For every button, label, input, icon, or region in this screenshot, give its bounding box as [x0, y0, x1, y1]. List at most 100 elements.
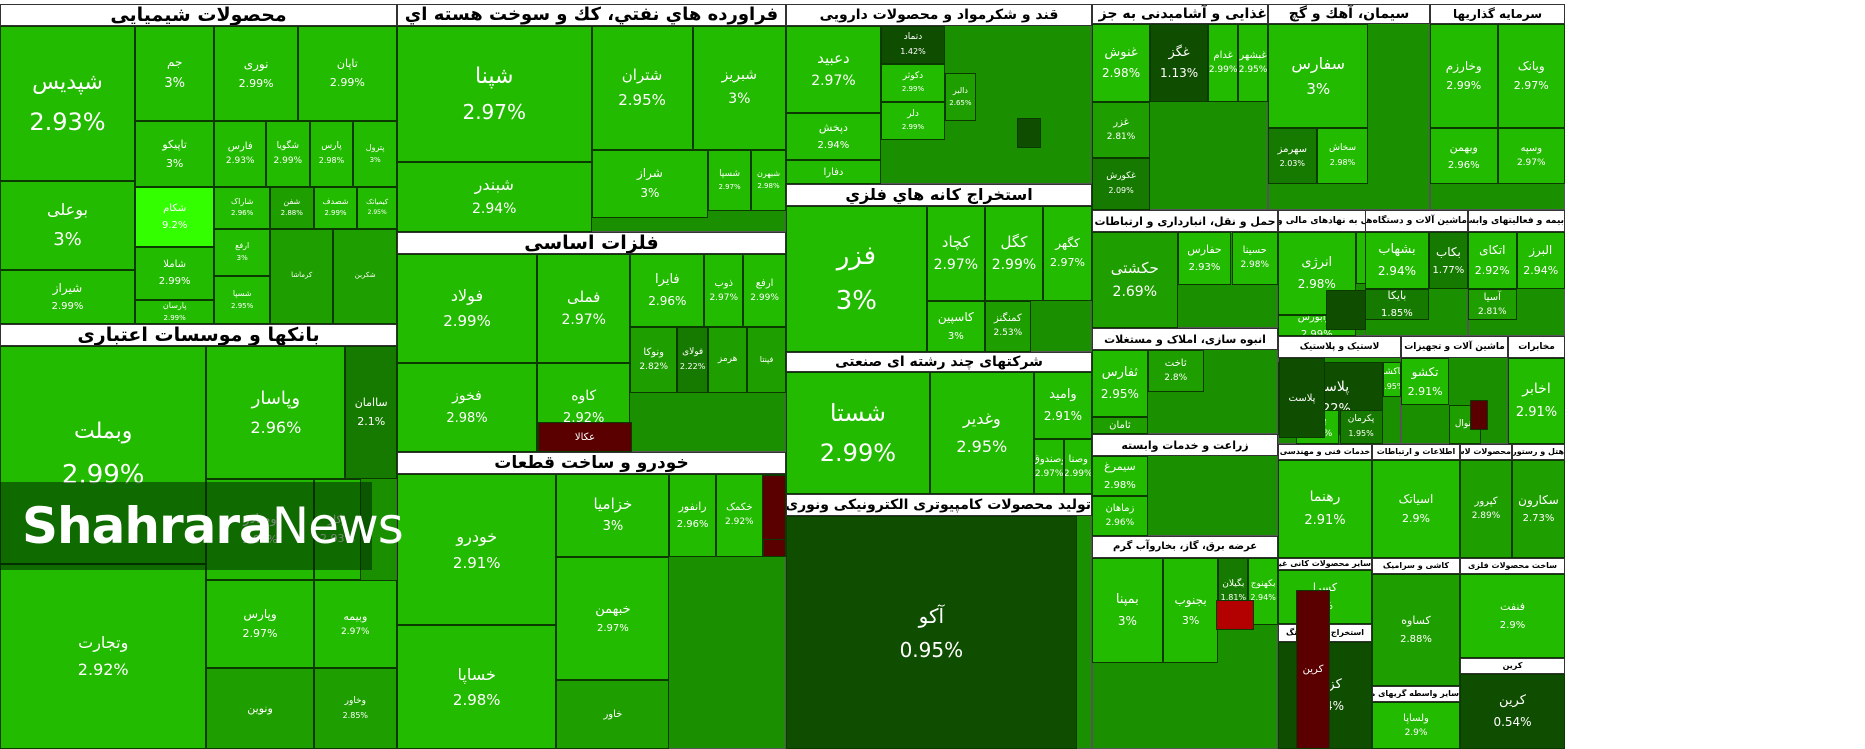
stock-tile[interactable]: پارسان 2.99%: [134, 300, 215, 324]
stock-tile[interactable]: وخاور 2.85%: [313, 668, 397, 749]
stock-tile[interactable]: غبشهر 2.95%: [1238, 24, 1268, 103]
stock-tile[interactable]: وسپه 2.97%: [1497, 128, 1565, 184]
stock-tile[interactable]: دلر 2.99%: [880, 101, 946, 140]
stock-tile[interactable]: فملی 2.97%: [537, 254, 631, 363]
stock-tile[interactable]: تکشو 2.91%: [1401, 358, 1450, 406]
stock-tile[interactable]: کرماشا: [269, 228, 334, 324]
stock-tile[interactable]: حکشتی 2.69%: [1092, 232, 1178, 328]
stock-tile[interactable]: حفارس 2.93%: [1177, 232, 1232, 285]
stock-tile[interactable]: فولای 2.22%: [677, 327, 709, 393]
stock-tile[interactable]: شگویا 2.99%: [265, 121, 310, 187]
stock-tile[interactable]: شپدیس 2.93%: [0, 26, 135, 181]
accent-tile[interactable]: [1216, 600, 1254, 630]
stock-tile[interactable]: وصندوق 2.97%: [1033, 439, 1065, 494]
stock-tile[interactable]: خساپا 2.98%: [397, 625, 557, 749]
stock-tile[interactable]: وبهمن 2.96%: [1430, 128, 1498, 184]
accent-tile[interactable]: پلاست: [1279, 358, 1325, 438]
stock-tile[interactable]: شاملا 2.99%: [134, 246, 215, 301]
stock-tile[interactable]: ارفع 3%: [214, 228, 270, 277]
stock-tile[interactable]: سخاش 2.98%: [1316, 128, 1369, 184]
stock-tile[interactable]: هرمز: [708, 327, 748, 393]
stock-tile[interactable]: خاور: [556, 680, 670, 749]
stock-tile[interactable]: ولساپا 2.9%: [1372, 702, 1460, 749]
stock-tile[interactable]: شپنا 2.97%: [397, 26, 592, 162]
stock-tile[interactable]: شسپا 2.95%: [214, 276, 270, 324]
stock-tile[interactable]: کرین 0.54%: [1460, 674, 1565, 749]
stock-tile[interactable]: کگهر 2.97%: [1043, 206, 1092, 301]
stock-tile[interactable]: کیمیاتک 2.95%: [357, 186, 397, 229]
accent-tile[interactable]: عکالا: [538, 422, 632, 452]
stock-tile[interactable]: شکام 9.2%: [134, 186, 215, 247]
stock-tile[interactable]: کمنگنز 2.53%: [984, 300, 1031, 352]
accent-tile[interactable]: [1326, 290, 1366, 330]
stock-tile[interactable]: بشهاب 2.94%: [1365, 232, 1429, 290]
stock-tile[interactable]: شبریز 3%: [692, 26, 786, 150]
stock-tile[interactable]: شتران 2.95%: [591, 26, 693, 150]
stock-tile[interactable]: خودرو 2.91%: [397, 474, 557, 626]
stock-tile[interactable]: بکاب 1.77%: [1428, 232, 1468, 290]
stock-tile[interactable]: کگل 2.99%: [984, 206, 1044, 301]
stock-tile[interactable]: بجنوب 3%: [1162, 558, 1219, 664]
stock-tile[interactable]: شبندر 2.94%: [397, 161, 592, 232]
stock-tile[interactable]: ذوب 2.97%: [704, 254, 744, 328]
stock-tile[interactable]: غگز 1.13%: [1150, 24, 1209, 103]
stock-tile[interactable]: فارس 2.93%: [214, 121, 266, 187]
stock-tile[interactable]: وتجارت 2.92%: [0, 563, 207, 749]
stock-tile[interactable]: سکارون 2.73%: [1512, 460, 1565, 558]
accent-tile[interactable]: [1017, 118, 1041, 148]
stock-tile[interactable]: فزر 3%: [786, 206, 927, 352]
stock-tile[interactable]: سفارس 3%: [1268, 24, 1369, 129]
stock-tile[interactable]: کاسپین 3%: [926, 300, 985, 352]
stock-tile[interactable]: بمپنا 3%: [1092, 558, 1163, 664]
stock-tile[interactable]: کپرور 2.89%: [1460, 460, 1512, 558]
stock-tile[interactable]: دفارا: [786, 160, 881, 184]
stock-tile[interactable]: وپاسار 2.96%: [206, 346, 346, 479]
stock-tile[interactable]: غنوش 2.98%: [1092, 24, 1151, 103]
stock-tile[interactable]: کساوه 2.88%: [1372, 574, 1460, 686]
accent-tile[interactable]: [762, 475, 786, 540]
stock-tile[interactable]: تاپیکو 3%: [134, 121, 215, 187]
stock-tile[interactable]: فولاد 2.99%: [397, 254, 538, 363]
stock-tile[interactable]: وبملت 2.99%: [0, 346, 207, 564]
stock-tile[interactable]: بوعلی 3%: [0, 180, 135, 271]
stock-tile[interactable]: اخابر 2.91%: [1508, 358, 1565, 444]
stock-tile[interactable]: اسیاتک 2.9%: [1372, 460, 1460, 558]
stock-tile[interactable]: وصنا 2.99%: [1064, 439, 1092, 494]
stock-tile[interactable]: ثاخت 2.8%: [1147, 350, 1204, 392]
stock-tile[interactable]: اتکای 2.92%: [1468, 232, 1517, 290]
stock-tile[interactable]: وخارزم 2.99%: [1430, 24, 1498, 129]
stock-tile[interactable]: رهنما 2.91%: [1278, 460, 1372, 558]
stock-tile[interactable]: کچاد 2.97%: [926, 206, 985, 301]
stock-tile[interactable]: ثفارس 2.95%: [1092, 350, 1148, 418]
stock-tile[interactable]: سهرمز 2.03%: [1268, 128, 1317, 184]
stock-tile[interactable]: وکار 2.93%: [313, 478, 362, 580]
stock-tile[interactable]: شستا 2.99%: [786, 372, 930, 494]
stock-tile[interactable]: خکمک 2.92%: [715, 474, 763, 557]
stock-tile[interactable]: وغدیر 2.95%: [929, 372, 1034, 494]
stock-tile[interactable]: پترول 3%: [353, 121, 397, 187]
stock-tile[interactable]: پارس 2.98%: [309, 121, 354, 187]
stock-tile[interactable]: غزر 2.81%: [1092, 102, 1151, 158]
stock-tile[interactable]: شراز 3%: [591, 149, 709, 218]
stock-tile[interactable]: خزامیا 3%: [556, 474, 670, 557]
stock-tile[interactable]: شکربن: [333, 228, 397, 324]
stock-tile[interactable]: دالبر 2.65%: [945, 73, 976, 121]
stock-tile[interactable]: شیراز 2.99%: [0, 270, 135, 324]
stock-tile[interactable]: وصادر 2.94%: [206, 478, 314, 580]
stock-tile[interactable]: شبهرن 2.98%: [750, 149, 786, 212]
stock-tile[interactable]: ونوکا 2.82%: [630, 327, 678, 393]
stock-tile[interactable]: غدام 2.99%: [1208, 24, 1239, 103]
stock-tile[interactable]: آسیا 2.81%: [1468, 289, 1517, 321]
stock-tile[interactable]: وبانک 2.97%: [1497, 24, 1565, 129]
stock-tile[interactable]: دعبید 2.97%: [786, 26, 881, 113]
stock-tile[interactable]: شفن 2.88%: [269, 186, 314, 229]
stock-tile[interactable]: حسینا 2.98%: [1231, 232, 1278, 285]
stock-tile[interactable]: ارفع 2.99%: [743, 254, 786, 328]
stock-tile[interactable]: فخوز 2.98%: [397, 362, 538, 452]
stock-tile[interactable]: پکرمان 1.95%: [1339, 409, 1383, 444]
stock-tile[interactable]: وپارس 2.97%: [206, 579, 314, 669]
stock-tile[interactable]: سیمرغ 2.98%: [1092, 456, 1148, 496]
stock-tile[interactable]: ونوین: [206, 668, 314, 749]
accent-tile[interactable]: کرین: [1296, 590, 1330, 749]
stock-tile[interactable]: زماهان 2.96%: [1092, 496, 1148, 536]
